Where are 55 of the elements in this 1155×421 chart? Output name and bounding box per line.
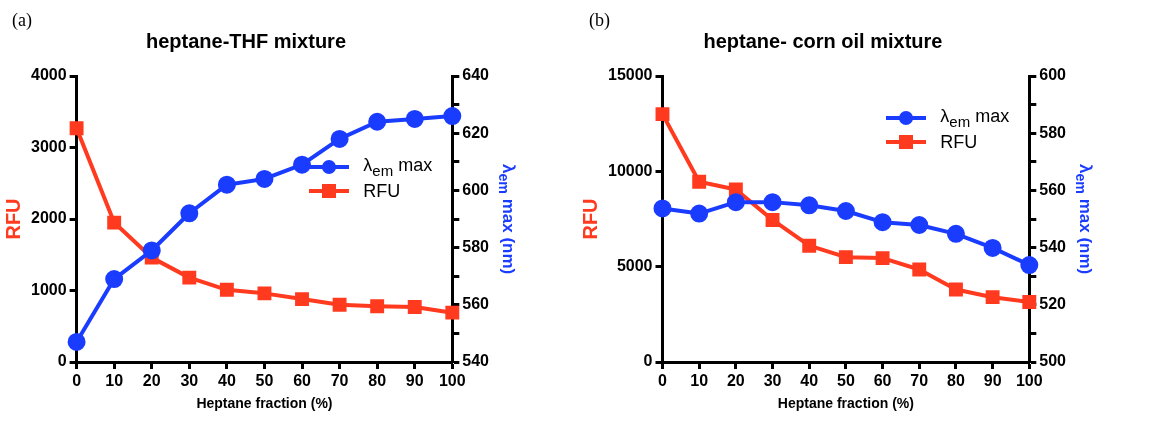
legend-label: λ$_{em}$ max: [363, 155, 433, 179]
y-tick-label: 5000: [616, 257, 653, 275]
x-tick-label: 70: [910, 372, 929, 390]
y-tick-label: 0: [643, 352, 653, 370]
x-tick-label: 80: [947, 372, 965, 390]
y2-tick-label: 580: [462, 238, 490, 256]
x-tick-label: 50: [837, 372, 855, 390]
y2-tick-label: 600: [1039, 66, 1067, 84]
text: (a): [12, 10, 32, 31]
x-tick-label: 10: [105, 372, 124, 390]
y2-tick-label: 640: [462, 66, 490, 84]
y2-tick-label: 500: [1039, 352, 1067, 370]
x-tick-label: 20: [142, 372, 161, 390]
y-tick-label: 4000: [31, 66, 67, 84]
y-axis-title: RFU: [1, 198, 24, 240]
y2-tick-label: 580: [1039, 123, 1067, 141]
y-axis-title: RFU: [578, 198, 601, 240]
x-tick-label: 30: [180, 372, 199, 390]
x-tick-label: 100: [1015, 372, 1043, 390]
chart-title: heptane- corn oil mixture: [703, 29, 943, 52]
x-axis-title: Heptane fraction (%): [777, 395, 914, 412]
y-tick-label: 10000: [607, 161, 653, 179]
y-tick-label: 1000: [31, 280, 67, 298]
legend-label: λ$_{em}$ max: [940, 106, 1010, 130]
text: (b): [589, 10, 610, 31]
chart-title: heptane-THF mixture: [145, 29, 347, 52]
y-tick-label: 3000: [31, 137, 67, 155]
x-tick-label: 60: [873, 372, 892, 390]
y2-tick-label: 520: [1039, 295, 1067, 313]
x-tick-label: 90: [983, 372, 1002, 390]
y-tick-label: 2000: [31, 209, 67, 227]
x-tick-label: 0: [658, 372, 668, 390]
x-tick-label: 40: [217, 372, 236, 390]
x-tick-label: 100: [438, 372, 466, 390]
x-tick-label: 20: [726, 372, 745, 390]
x-tick-label: 30: [763, 372, 782, 390]
y2-tick-label: 600: [462, 180, 490, 198]
y2-tick-label: 620: [462, 123, 490, 141]
y-tick-label: 0: [57, 352, 67, 370]
y2-tick-label: 560: [1039, 180, 1067, 198]
x-tick-label: 70: [330, 372, 349, 390]
x-tick-label: 90: [405, 372, 424, 390]
y-tick-label: 15000: [607, 66, 653, 84]
y2-tick-label: 560: [462, 295, 490, 313]
x-tick-label: 50: [255, 372, 274, 390]
x-tick-label: 60: [293, 372, 312, 390]
x-axis-title: Heptane fraction (%): [196, 395, 333, 412]
y2-tick-label: 540: [462, 352, 490, 370]
legend-label: RFU: [363, 180, 401, 202]
x-tick-label: 0: [72, 372, 82, 390]
x-tick-label: 40: [800, 372, 819, 390]
legend-label: RFU: [940, 131, 978, 153]
y2-tick-label: 540: [1039, 238, 1067, 256]
x-tick-label: 80: [368, 372, 387, 390]
x-tick-label: 10: [690, 372, 709, 390]
